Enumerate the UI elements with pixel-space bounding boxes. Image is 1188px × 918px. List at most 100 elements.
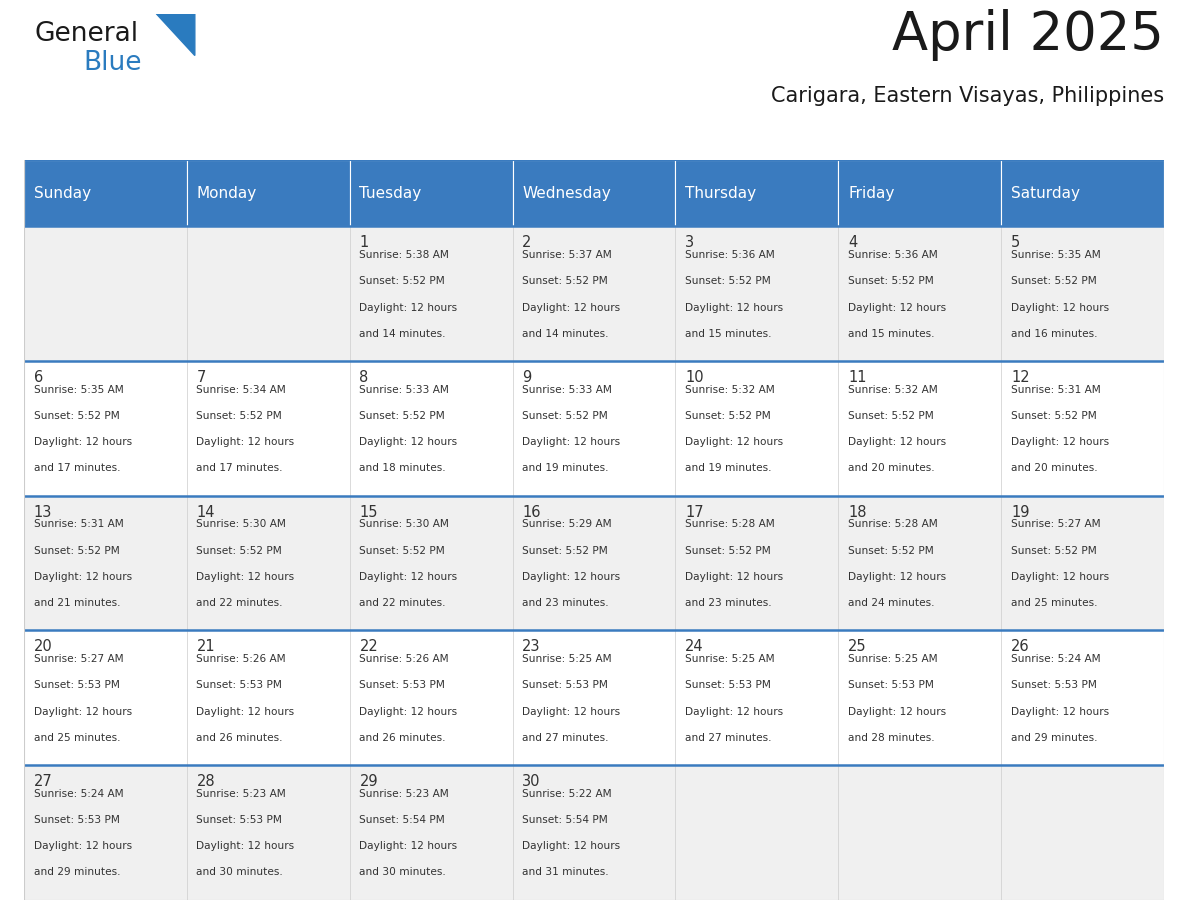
Text: 4: 4 bbox=[848, 235, 858, 251]
Text: 18: 18 bbox=[848, 505, 867, 520]
Text: Daylight: 12 hours: Daylight: 12 hours bbox=[523, 303, 620, 312]
Bar bbox=[512, 227, 676, 361]
Text: Friday: Friday bbox=[848, 185, 895, 200]
Text: Sunset: 5:52 PM: Sunset: 5:52 PM bbox=[523, 545, 608, 555]
Text: and 14 minutes.: and 14 minutes. bbox=[360, 329, 446, 339]
Text: April 2025: April 2025 bbox=[892, 9, 1164, 62]
Text: and 15 minutes.: and 15 minutes. bbox=[848, 329, 935, 339]
Text: Tuesday: Tuesday bbox=[360, 185, 422, 200]
Text: 30: 30 bbox=[523, 774, 541, 789]
Text: 29: 29 bbox=[360, 774, 378, 789]
Text: Daylight: 12 hours: Daylight: 12 hours bbox=[196, 707, 295, 717]
Text: Sunrise: 5:24 AM: Sunrise: 5:24 AM bbox=[1011, 654, 1101, 664]
Text: Sunrise: 5:30 AM: Sunrise: 5:30 AM bbox=[360, 520, 449, 530]
Text: Sunday: Sunday bbox=[33, 185, 90, 200]
Text: Daylight: 12 hours: Daylight: 12 hours bbox=[685, 437, 783, 447]
Text: Sunset: 5:52 PM: Sunset: 5:52 PM bbox=[848, 411, 934, 421]
Text: Daylight: 12 hours: Daylight: 12 hours bbox=[360, 303, 457, 312]
Bar bbox=[676, 227, 839, 361]
Text: 17: 17 bbox=[685, 505, 703, 520]
Bar bbox=[839, 496, 1001, 631]
Bar bbox=[676, 160, 839, 227]
Text: Sunset: 5:53 PM: Sunset: 5:53 PM bbox=[523, 680, 608, 690]
Text: Sunset: 5:52 PM: Sunset: 5:52 PM bbox=[360, 411, 446, 421]
Text: Sunset: 5:53 PM: Sunset: 5:53 PM bbox=[848, 680, 934, 690]
Bar bbox=[24, 227, 187, 361]
Text: and 30 minutes.: and 30 minutes. bbox=[360, 868, 447, 878]
Text: 8: 8 bbox=[360, 370, 368, 385]
Text: 3: 3 bbox=[685, 235, 694, 251]
Text: Sunrise: 5:33 AM: Sunrise: 5:33 AM bbox=[360, 385, 449, 395]
Text: and 14 minutes.: and 14 minutes. bbox=[523, 329, 608, 339]
Text: Sunrise: 5:36 AM: Sunrise: 5:36 AM bbox=[848, 250, 937, 260]
Text: Sunset: 5:52 PM: Sunset: 5:52 PM bbox=[196, 545, 283, 555]
Bar bbox=[24, 361, 187, 496]
Bar bbox=[349, 496, 512, 631]
Text: Sunrise: 5:23 AM: Sunrise: 5:23 AM bbox=[360, 789, 449, 799]
Text: Sunset: 5:52 PM: Sunset: 5:52 PM bbox=[685, 545, 771, 555]
Text: Sunrise: 5:28 AM: Sunrise: 5:28 AM bbox=[848, 520, 937, 530]
Text: Daylight: 12 hours: Daylight: 12 hours bbox=[196, 572, 295, 582]
Text: and 25 minutes.: and 25 minutes. bbox=[33, 733, 120, 743]
Text: Daylight: 12 hours: Daylight: 12 hours bbox=[360, 437, 457, 447]
Text: and 18 minutes.: and 18 minutes. bbox=[360, 464, 446, 474]
Text: 21: 21 bbox=[196, 639, 215, 655]
Text: 24: 24 bbox=[685, 639, 703, 655]
Text: and 26 minutes.: and 26 minutes. bbox=[196, 733, 283, 743]
Text: 19: 19 bbox=[1011, 505, 1030, 520]
Bar bbox=[187, 496, 349, 631]
Text: and 19 minutes.: and 19 minutes. bbox=[685, 464, 772, 474]
Text: Sunset: 5:53 PM: Sunset: 5:53 PM bbox=[360, 680, 446, 690]
Bar bbox=[512, 496, 676, 631]
Text: Sunset: 5:52 PM: Sunset: 5:52 PM bbox=[523, 411, 608, 421]
Polygon shape bbox=[157, 14, 195, 55]
Bar bbox=[1001, 227, 1164, 361]
Bar bbox=[24, 765, 187, 900]
Text: and 29 minutes.: and 29 minutes. bbox=[33, 868, 120, 878]
Text: Sunset: 5:52 PM: Sunset: 5:52 PM bbox=[196, 411, 283, 421]
Text: Daylight: 12 hours: Daylight: 12 hours bbox=[1011, 707, 1110, 717]
Text: Sunrise: 5:37 AM: Sunrise: 5:37 AM bbox=[523, 250, 612, 260]
Text: Sunset: 5:53 PM: Sunset: 5:53 PM bbox=[196, 815, 283, 825]
Text: General: General bbox=[34, 21, 139, 47]
Text: and 26 minutes.: and 26 minutes. bbox=[360, 733, 446, 743]
Bar bbox=[24, 631, 187, 765]
Text: and 20 minutes.: and 20 minutes. bbox=[848, 464, 935, 474]
Bar bbox=[1001, 496, 1164, 631]
Text: and 25 minutes.: and 25 minutes. bbox=[1011, 599, 1098, 608]
Text: 14: 14 bbox=[196, 505, 215, 520]
Text: 22: 22 bbox=[360, 639, 378, 655]
Text: Sunset: 5:52 PM: Sunset: 5:52 PM bbox=[685, 276, 771, 286]
Text: Sunrise: 5:26 AM: Sunrise: 5:26 AM bbox=[360, 654, 449, 664]
Bar bbox=[187, 160, 349, 227]
Text: Daylight: 12 hours: Daylight: 12 hours bbox=[1011, 303, 1110, 312]
Text: 25: 25 bbox=[848, 639, 867, 655]
Text: Daylight: 12 hours: Daylight: 12 hours bbox=[848, 437, 947, 447]
Text: Sunset: 5:52 PM: Sunset: 5:52 PM bbox=[1011, 276, 1097, 286]
Text: Daylight: 12 hours: Daylight: 12 hours bbox=[848, 303, 947, 312]
Text: Daylight: 12 hours: Daylight: 12 hours bbox=[196, 841, 295, 851]
Text: Daylight: 12 hours: Daylight: 12 hours bbox=[360, 841, 457, 851]
Text: Sunset: 5:52 PM: Sunset: 5:52 PM bbox=[33, 545, 119, 555]
Text: Sunset: 5:52 PM: Sunset: 5:52 PM bbox=[360, 545, 446, 555]
Text: Sunrise: 5:35 AM: Sunrise: 5:35 AM bbox=[1011, 250, 1101, 260]
Bar bbox=[839, 160, 1001, 227]
Text: and 23 minutes.: and 23 minutes. bbox=[523, 599, 609, 608]
Text: Sunrise: 5:22 AM: Sunrise: 5:22 AM bbox=[523, 789, 612, 799]
Text: Daylight: 12 hours: Daylight: 12 hours bbox=[685, 572, 783, 582]
Text: and 29 minutes.: and 29 minutes. bbox=[1011, 733, 1098, 743]
Text: Daylight: 12 hours: Daylight: 12 hours bbox=[848, 707, 947, 717]
Text: 10: 10 bbox=[685, 370, 703, 385]
Text: Sunrise: 5:27 AM: Sunrise: 5:27 AM bbox=[33, 654, 124, 664]
Text: and 31 minutes.: and 31 minutes. bbox=[523, 868, 609, 878]
Text: 6: 6 bbox=[33, 370, 43, 385]
Text: Sunrise: 5:28 AM: Sunrise: 5:28 AM bbox=[685, 520, 775, 530]
Text: Sunset: 5:52 PM: Sunset: 5:52 PM bbox=[523, 276, 608, 286]
Text: and 30 minutes.: and 30 minutes. bbox=[196, 868, 283, 878]
Text: 13: 13 bbox=[33, 505, 52, 520]
Text: Sunset: 5:54 PM: Sunset: 5:54 PM bbox=[523, 815, 608, 825]
Bar bbox=[512, 361, 676, 496]
Text: and 19 minutes.: and 19 minutes. bbox=[523, 464, 608, 474]
Bar bbox=[1001, 765, 1164, 900]
Text: Sunset: 5:52 PM: Sunset: 5:52 PM bbox=[848, 545, 934, 555]
